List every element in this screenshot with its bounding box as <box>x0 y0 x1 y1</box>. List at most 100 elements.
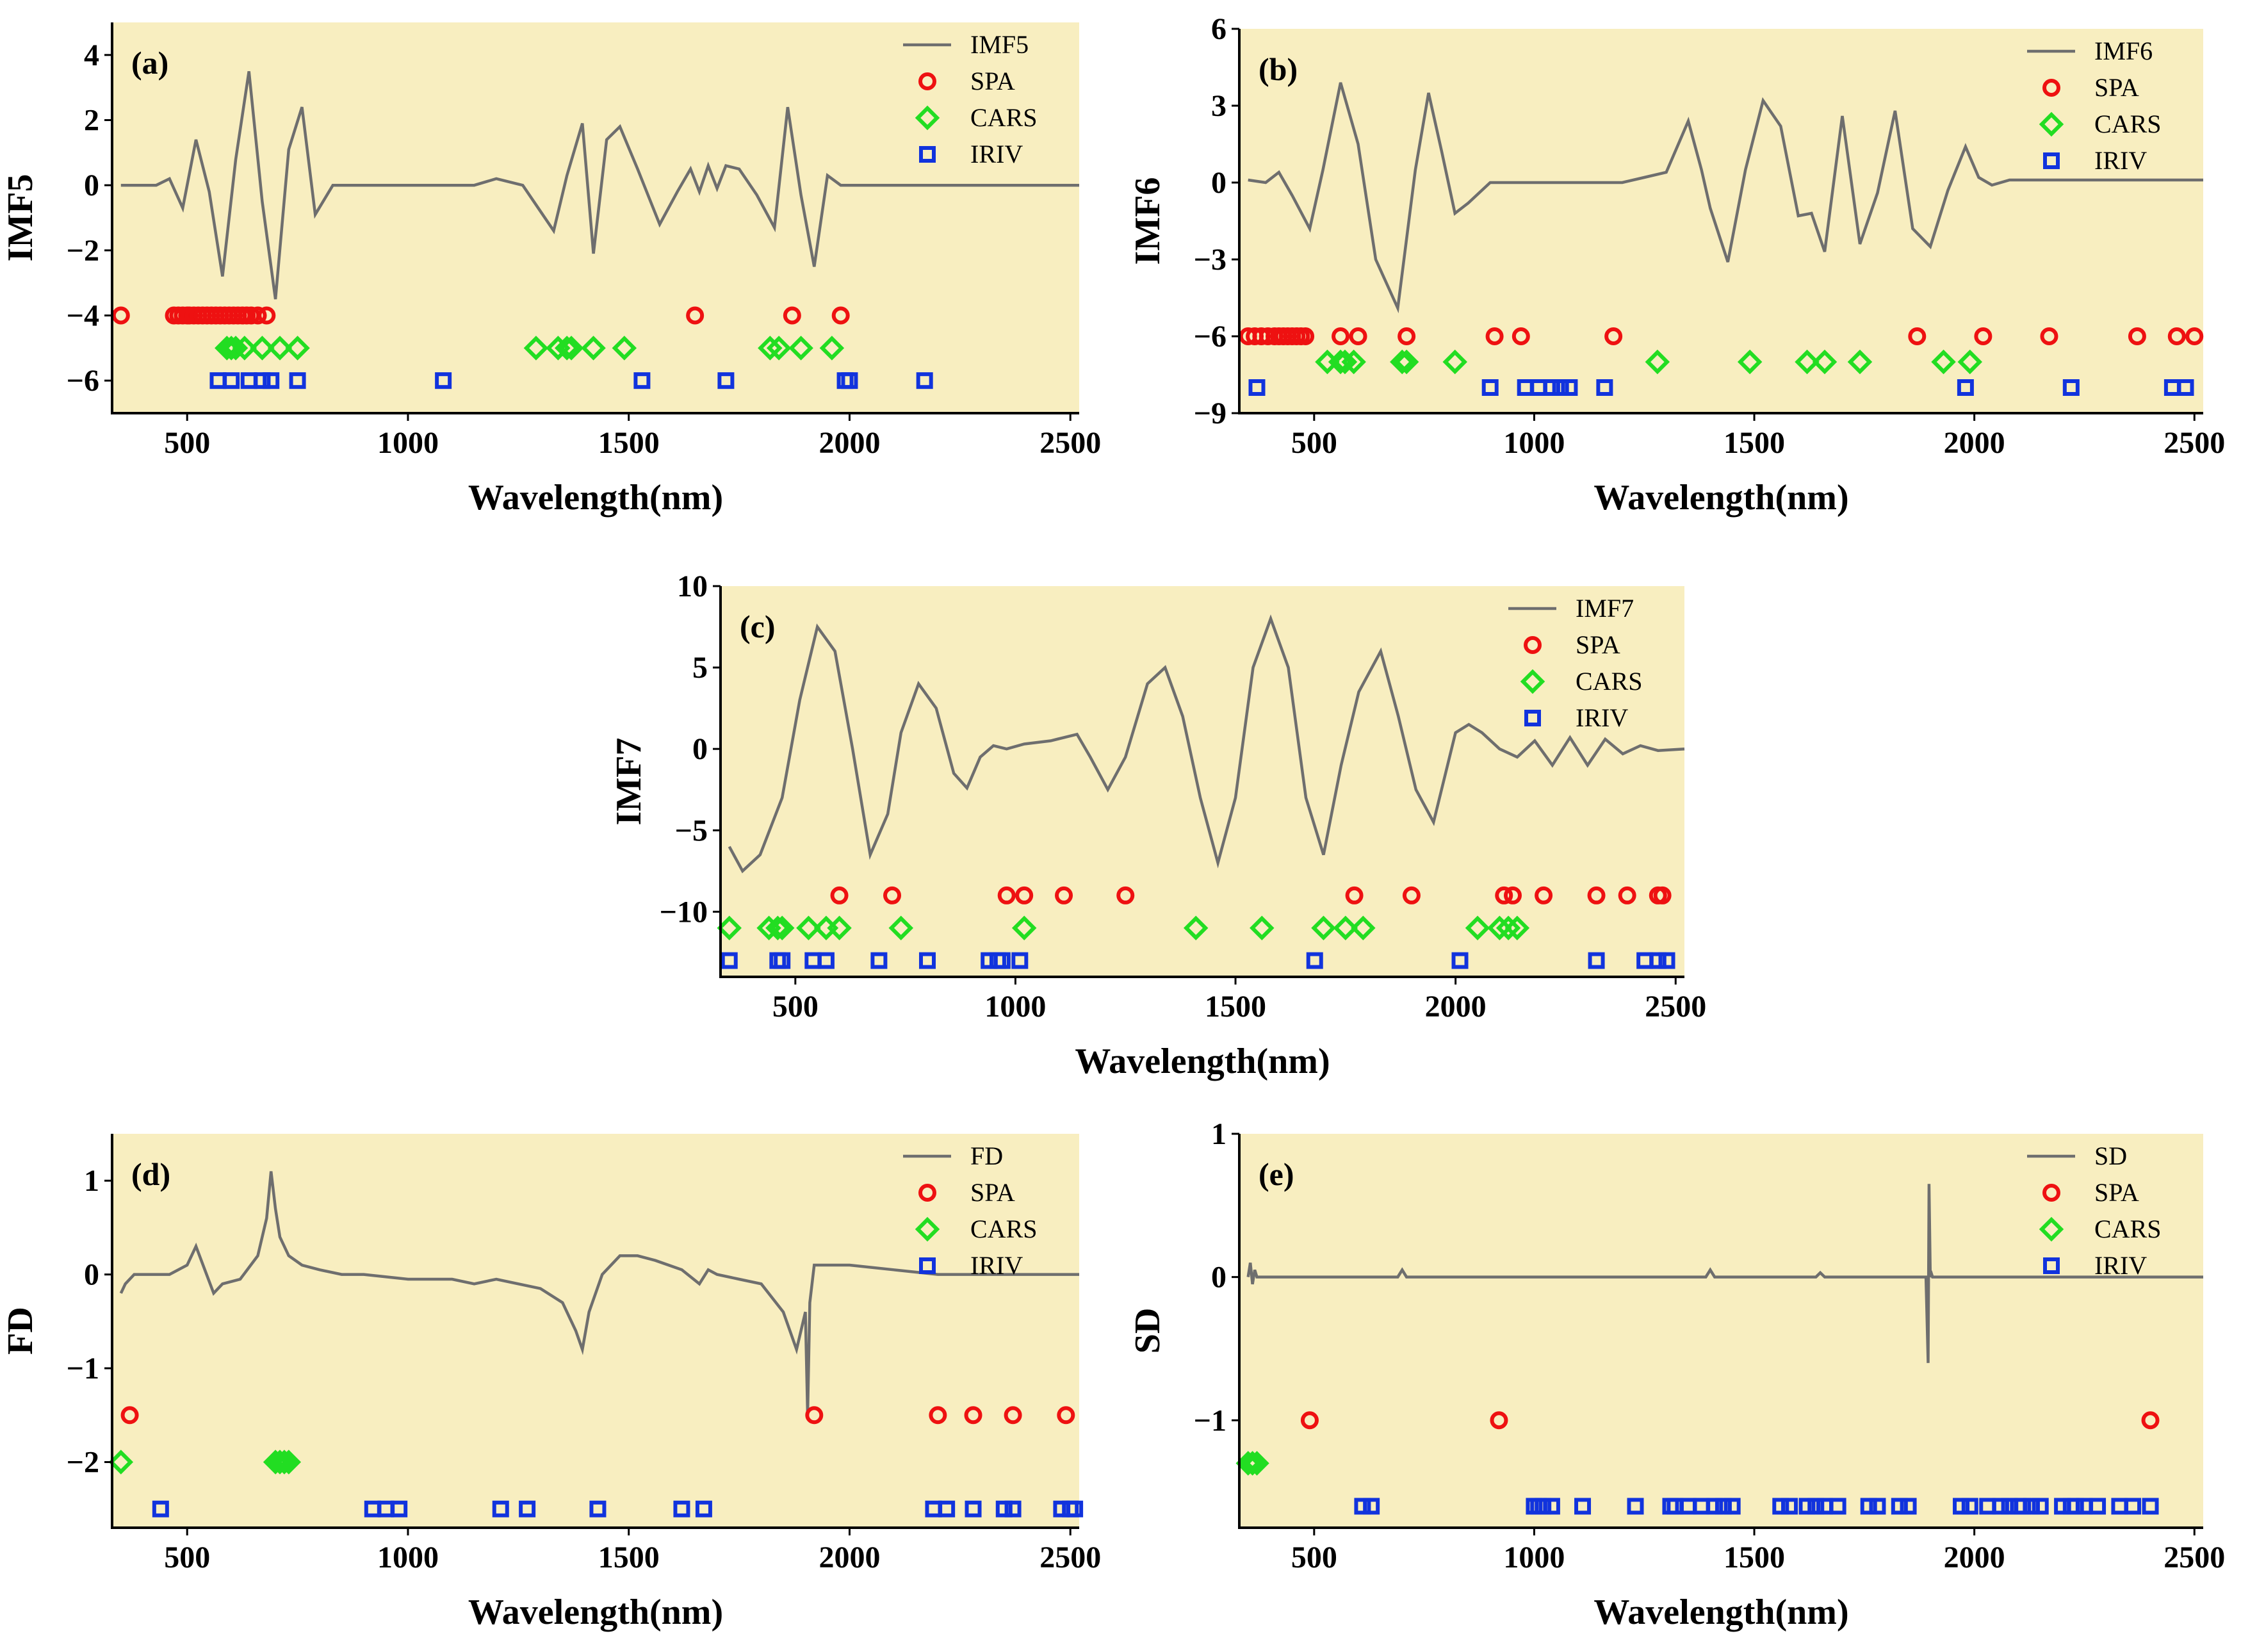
marker-iriv <box>391 1500 408 1517</box>
marker-iriv <box>916 372 933 389</box>
marker-iriv <box>1891 1498 1908 1515</box>
legend-label: IMF6 <box>2094 37 2153 65</box>
panel-label: (d) <box>131 1156 170 1192</box>
axes <box>719 586 1684 978</box>
x-tick-label: 1500 <box>598 1541 660 1574</box>
marker-spa <box>2167 327 2186 345</box>
marker-spa <box>2185 327 2204 345</box>
x-tick-label: 2500 <box>1039 1541 1101 1574</box>
marker-cars <box>1487 915 1512 940</box>
panel-label: (a) <box>131 45 168 81</box>
legend-marker-spa <box>2042 1184 2060 1202</box>
x-tick-label: 1500 <box>598 426 660 460</box>
y-tick-label: −9 <box>1194 397 1226 430</box>
x-axis-label: Wavelength(nm) <box>468 478 723 518</box>
marker-spa <box>1116 886 1135 904</box>
x-tick-label: 1000 <box>1503 1541 1565 1574</box>
y-tick-label: 1 <box>1211 1117 1226 1151</box>
chart-panel-c: 500 1000 1500 2000 2500 10 5 0 −5 −10 Wavelength(n… <box>609 569 1706 1081</box>
marker-iriv <box>673 1500 690 1517</box>
marker-iriv <box>254 372 271 389</box>
marker-iriv <box>1900 1498 1917 1515</box>
marker-cars <box>581 336 606 361</box>
marker-iriv <box>721 952 738 969</box>
marker-iriv <box>589 1500 607 1517</box>
legend-marker-spa <box>2042 79 2060 97</box>
x-axis-label: Wavelength(nm) <box>1593 478 1848 518</box>
marker-spa <box>1503 886 1522 904</box>
marker-iriv <box>717 372 735 389</box>
marker-cars <box>267 1450 293 1475</box>
legend-marker-spa <box>918 72 936 90</box>
marker-spa <box>249 306 267 325</box>
y-tick-label: 6 <box>1211 12 1226 46</box>
x-tick-label: 500 <box>1291 1541 1337 1574</box>
plot-area <box>721 586 1684 977</box>
legend-label: CARS <box>1576 667 1643 696</box>
series-line-IMF7 <box>728 614 1685 874</box>
x-axis-label: Wavelength(nm) <box>468 1592 723 1632</box>
axes <box>111 1134 1079 1529</box>
legend: SD SPA CARS IRIV <box>2027 1141 2162 1280</box>
marker-spa <box>1349 327 1367 345</box>
x-tick-label: 2500 <box>2164 1541 2225 1574</box>
marker-cars <box>1244 1451 1269 1476</box>
x-axis-label: Wavelength(nm) <box>1075 1042 1330 1081</box>
marker-cars <box>1240 1451 1265 1476</box>
marker-spa <box>929 1406 947 1425</box>
y-tick-label: 0 <box>84 168 99 202</box>
marker-spa <box>1057 1406 1075 1425</box>
marker-iriv <box>1354 1498 1371 1515</box>
axes <box>111 22 1079 414</box>
x-tick-label: 2500 <box>1039 426 1101 460</box>
legend: IMF5 SPA CARS IRIV <box>903 30 1038 168</box>
marker-iriv <box>1066 1500 1084 1517</box>
marker-cars <box>250 336 275 361</box>
marker-iriv <box>1953 1498 1970 1515</box>
marker-iriv <box>1957 379 1974 396</box>
x-tick-label: 1000 <box>1503 426 1565 460</box>
marker-iriv <box>2067 1498 2084 1515</box>
marker-spa <box>1402 886 1421 904</box>
marker-iriv <box>223 372 240 389</box>
marker-iriv <box>1724 1498 1741 1515</box>
panel-label: (b) <box>1259 51 1298 87</box>
marker-spa <box>1587 886 1606 904</box>
x-tick-label: 2000 <box>1944 1541 2005 1574</box>
marker-cars <box>558 336 584 361</box>
legend-label: CARS <box>970 103 1038 132</box>
chart-panel-b: 500 1000 1500 2000 2500 6 3 0 −3 −6 −9 Wavelength(n… <box>1128 12 2225 518</box>
marker-spa <box>1398 327 1416 345</box>
legend-marker-iriv <box>2043 1257 2060 1274</box>
marker-iriv <box>2177 379 2194 396</box>
marker-cars <box>1183 915 1209 940</box>
legend: IMF7 SPA CARS IRIV <box>1508 594 1643 732</box>
marker-iriv <box>918 952 936 969</box>
marker-spa <box>964 1406 982 1425</box>
marker-spa <box>2128 327 2146 345</box>
series-line-IMF6 <box>1248 82 2203 314</box>
marker-cars <box>717 915 742 940</box>
x-tick-label: 500 <box>1291 426 1337 460</box>
marker-iriv <box>1451 952 1469 969</box>
marker-spa <box>1512 327 1530 345</box>
marker-iriv <box>1574 1498 1592 1515</box>
marker-cars <box>888 915 914 940</box>
marker-iriv <box>1588 952 1605 969</box>
marker-cars <box>612 336 637 361</box>
marker-iriv <box>435 372 452 389</box>
y-tick-label: 0 <box>1211 166 1226 200</box>
legend-label: IRIV <box>970 140 1023 168</box>
marker-spa <box>1332 327 1350 345</box>
marker-iriv <box>1781 1498 1798 1515</box>
marker-spa <box>686 306 705 325</box>
legend-label: FD <box>970 1141 1003 1170</box>
marker-spa <box>1300 1411 1319 1430</box>
y-tick-label: 0 <box>84 1258 99 1292</box>
marker-cars <box>1812 349 1838 375</box>
marker-iriv <box>1715 1498 1732 1515</box>
marker-iriv <box>1561 379 1578 396</box>
y-tick-label: −3 <box>1194 243 1226 277</box>
marker-iriv <box>2032 1498 2049 1515</box>
